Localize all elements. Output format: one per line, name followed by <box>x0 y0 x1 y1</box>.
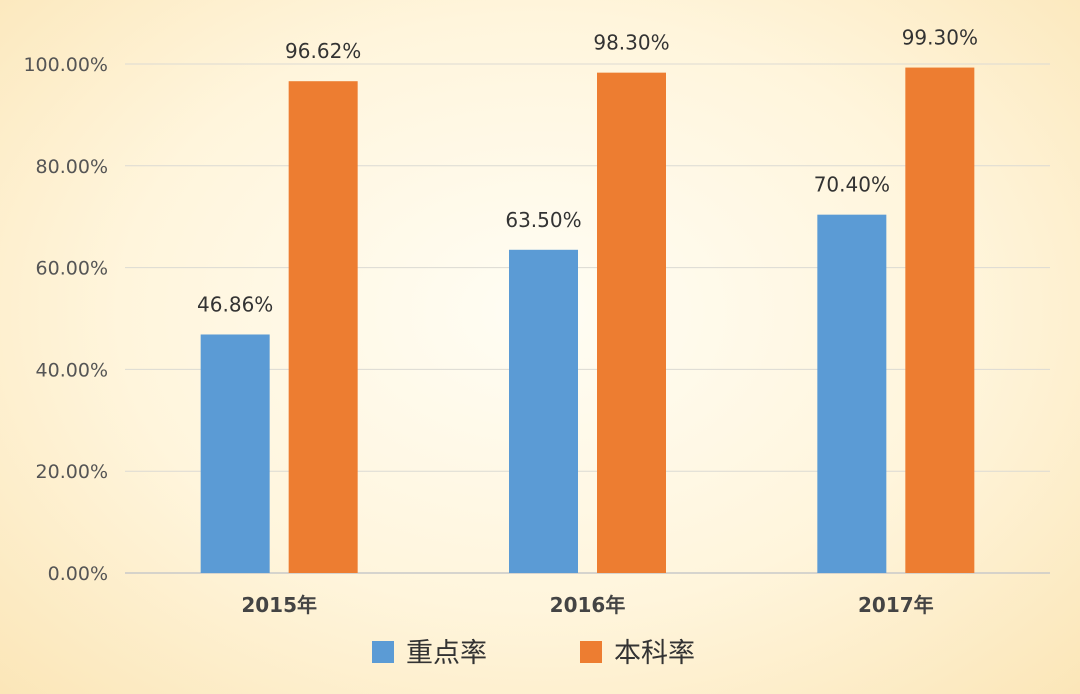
y-tick-label: 40.00% <box>36 359 108 381</box>
data-label: 46.86% <box>197 292 273 316</box>
x-axis-ticks: 2015年 2016年 2017年 <box>241 593 933 617</box>
data-labels: 46.86% 96.62% 63.50% 98.30% 70.40% 99.30% <box>197 26 978 317</box>
legend-swatch <box>372 641 394 663</box>
bar <box>200 334 270 573</box>
x-tick-label: 2016年 <box>550 593 626 617</box>
y-tick-label: 0.00% <box>48 563 108 585</box>
bars <box>200 67 975 574</box>
legend-label: 本科率 <box>614 638 695 669</box>
y-tick-label: 100.00% <box>23 54 108 76</box>
bar <box>905 67 975 574</box>
y-tick-label: 80.00% <box>36 156 108 178</box>
bar <box>509 249 578 573</box>
data-label: 70.40% <box>814 173 890 197</box>
legend: 重点率 本科率 <box>372 638 695 669</box>
bar <box>817 214 887 573</box>
data-label: 96.62% <box>285 39 361 63</box>
legend-label: 重点率 <box>406 638 487 669</box>
bar <box>597 72 666 573</box>
data-label: 99.30% <box>902 26 978 50</box>
y-tick-label: 60.00% <box>36 258 108 280</box>
legend-swatch <box>580 641 602 663</box>
bar <box>288 81 358 574</box>
y-axis-ticks: 0.00% 20.00% 40.00% 60.00% 80.00% 100.00% <box>23 54 108 585</box>
x-tick-label: 2017年 <box>858 593 934 617</box>
y-tick-label: 20.00% <box>36 461 108 483</box>
x-tick-label: 2015年 <box>241 593 317 617</box>
data-label: 63.50% <box>505 208 581 232</box>
data-label: 98.30% <box>593 31 669 55</box>
gridlines <box>125 63 1050 574</box>
